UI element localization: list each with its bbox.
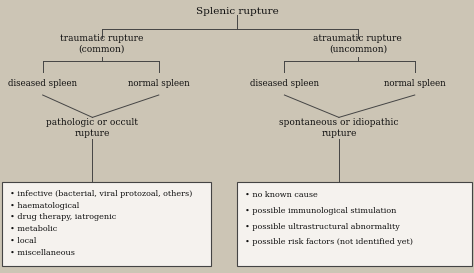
Text: • possible ultrastructural abnormality: • possible ultrastructural abnormality	[245, 222, 400, 231]
FancyBboxPatch shape	[2, 182, 211, 266]
Text: diseased spleen: diseased spleen	[8, 79, 77, 88]
Text: • drug therapy, iatrogenic: • drug therapy, iatrogenic	[10, 213, 117, 221]
Text: spontaneous or idiopathic
rupture: spontaneous or idiopathic rupture	[279, 118, 399, 138]
Text: • miscellaneous: • miscellaneous	[10, 248, 75, 257]
Text: • haematological: • haematological	[10, 201, 80, 210]
Text: • possible risk factors (not identified yet): • possible risk factors (not identified …	[245, 238, 413, 247]
Text: normal spleen: normal spleen	[128, 79, 190, 88]
Text: diseased spleen: diseased spleen	[250, 79, 319, 88]
FancyBboxPatch shape	[237, 182, 472, 266]
Text: atraumatic rupture
(uncommon): atraumatic rupture (uncommon)	[313, 34, 402, 54]
Text: pathologic or occult
rupture: pathologic or occult rupture	[46, 118, 138, 138]
Text: traumatic rupture
(common): traumatic rupture (common)	[60, 34, 144, 54]
Text: • possible immunological stimulation: • possible immunological stimulation	[245, 207, 396, 215]
Text: • local: • local	[10, 237, 37, 245]
Text: • infective (bacterial, viral protozoal, others): • infective (bacterial, viral protozoal,…	[10, 190, 193, 198]
Text: • no known cause: • no known cause	[245, 191, 318, 199]
Text: normal spleen: normal spleen	[384, 79, 446, 88]
Text: • metabolic: • metabolic	[10, 225, 58, 233]
Text: Splenic rupture: Splenic rupture	[196, 7, 278, 16]
